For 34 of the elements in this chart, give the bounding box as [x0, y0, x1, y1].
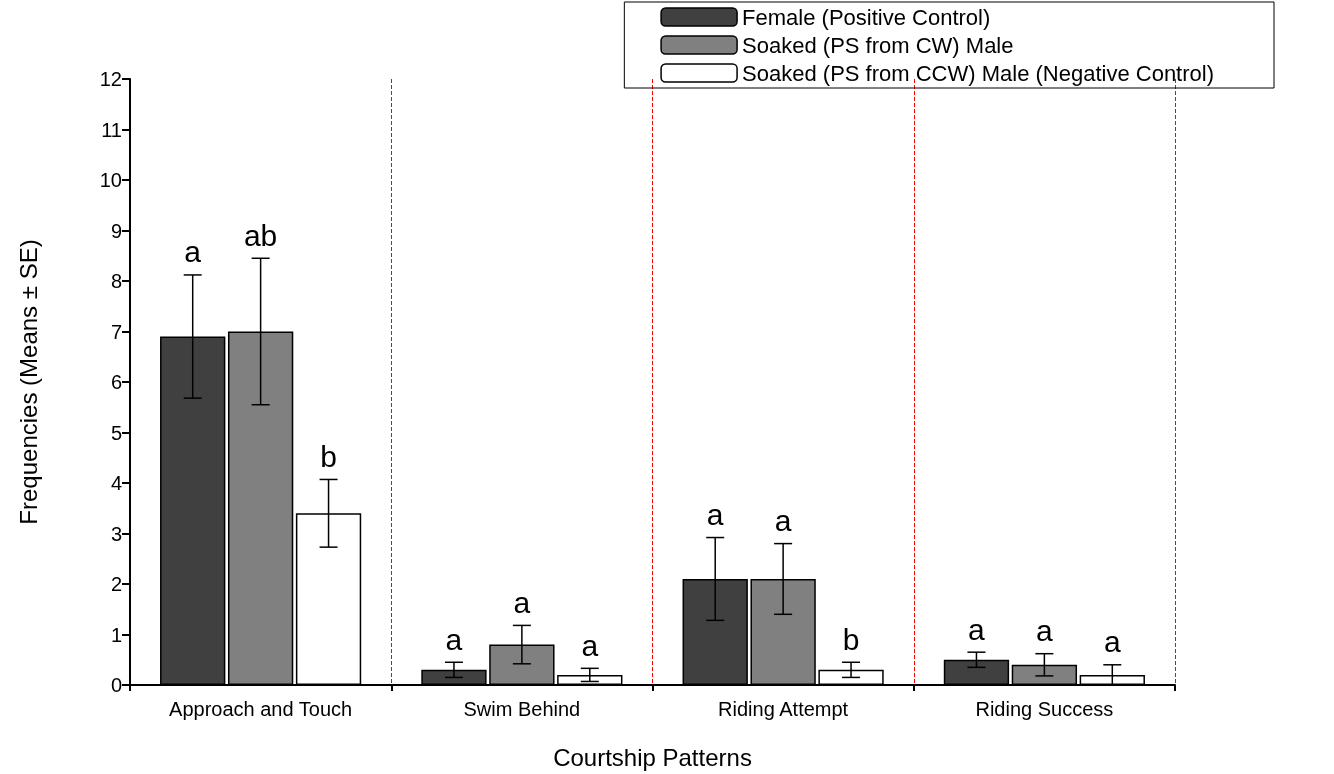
y-tick-label: 2	[110, 573, 122, 595]
y-tick-label: 6	[110, 371, 122, 393]
y-tick-label: 0	[110, 674, 122, 696]
legend-label: Soaked (PS from CW) Male	[742, 32, 1014, 58]
data-label: a	[706, 498, 724, 532]
y-tick-label: 8	[110, 270, 122, 292]
x-tick-label: Riding Attempt	[718, 698, 849, 720]
data-label: a	[1036, 614, 1054, 648]
y-tick-label: 11	[101, 118, 122, 141]
x-axis-title: Courtship Patterns	[553, 743, 752, 771]
data-label: a	[774, 504, 792, 538]
y-tick-label: 1	[110, 623, 122, 646]
y-tick-label: 9	[110, 219, 122, 242]
data-label: b	[320, 439, 337, 473]
y-tick-label: 10	[99, 169, 122, 191]
data-label: a	[1103, 625, 1121, 659]
data-label: a	[184, 235, 202, 269]
x-tick-label: Riding Success	[975, 698, 1114, 720]
x-tick-label: Swim Behind	[463, 698, 581, 720]
y-tick-label: 7	[110, 320, 122, 343]
y-tick-label: 5	[110, 421, 122, 444]
x-tick-label: Approach and Touch	[169, 698, 353, 720]
legend-label: Soaked (PS from CCW) Male (Negative Control)	[742, 60, 1215, 86]
y-tick-label: 3	[110, 522, 122, 545]
data-label: a	[968, 612, 986, 646]
data-label: a	[581, 628, 599, 662]
data-label: ab	[243, 218, 278, 252]
data-label: b	[842, 622, 860, 656]
data-label: a	[513, 585, 531, 619]
y-tick-label: 12	[99, 68, 122, 90]
y-tick-label: 4	[110, 472, 122, 494]
legend-label: Female (Positive Control)	[742, 4, 991, 30]
y-axis-title: Frequencies (Means ± SE)	[14, 239, 42, 525]
data-label: a	[445, 622, 463, 656]
